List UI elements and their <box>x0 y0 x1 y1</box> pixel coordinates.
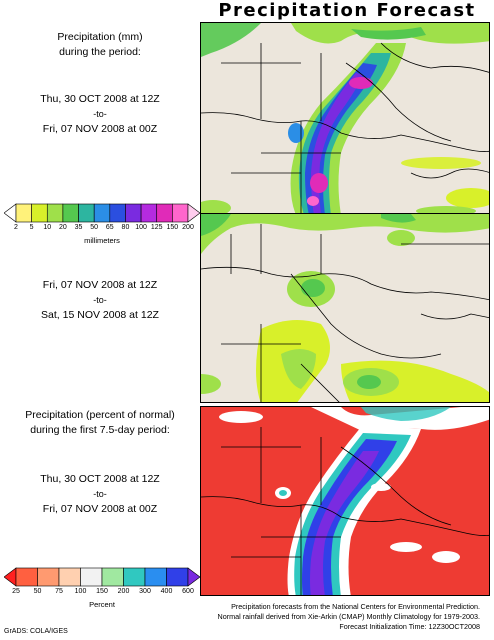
precip-colorbar-swatch <box>62 203 79 223</box>
precip-colorbar-ticks: 2 5 10 20 35 50 65 80 100 125 150 200 <box>4 224 200 236</box>
precip-map-week1 <box>200 22 490 214</box>
precip-colorbar-swatch <box>125 203 142 223</box>
precip-colorbar-tick-label: 10 <box>43 224 52 231</box>
precip-colorbar-swatch <box>93 203 111 223</box>
grads-credit: GrADS: COLA/IGES <box>4 628 68 635</box>
percent-colorbar-tick-label: 600 <box>182 588 194 595</box>
credit-line2: Normal rainfall derived from Xie-Arkin (… <box>217 612 480 621</box>
percent-colorbar-tick-label: 300 <box>139 588 151 595</box>
precip-colorbar: 2 5 10 20 35 50 65 80 100 125 150 200 millimeters <box>4 200 200 246</box>
precip-colorbar-swatch <box>46 203 64 223</box>
precip-colorbar-swatch <box>31 203 48 223</box>
percent-colorbar-ticks: 25 50 75 100 150 200 300 400 600 <box>4 588 200 600</box>
percent-colorbar-max-arrow <box>187 567 200 587</box>
precip-colorbar-tick-label: 5 <box>29 224 34 231</box>
precip-colorbar-tick-label: 125 <box>150 224 163 231</box>
precip-map-week2-svg <box>201 214 489 402</box>
precip-colorbar-tick-label: 100 <box>135 224 147 231</box>
panel3-period: Thu, 30 OCT 2008 at 12Z -to- Fri, 07 NOV… <box>0 472 200 517</box>
percent-colorbar-swatch <box>123 567 146 587</box>
precip-colorbar-tick-label: 20 <box>59 224 67 231</box>
panel3-heading: Precipitation (percent of normal) during… <box>0 408 200 438</box>
panel2-period: Fri, 07 NOV 2008 at 12Z -to- Sat, 15 NOV… <box>0 278 200 323</box>
panel1-start: Thu, 30 OCT 2008 at 12Z <box>40 93 160 105</box>
panel1-to: -to- <box>93 109 107 119</box>
percent-colorbar-swatch <box>37 567 60 587</box>
percent-colorbar-swatch <box>15 567 38 587</box>
percent-colorbar-tick-label: 400 <box>160 588 173 595</box>
panel2-start: Fri, 07 NOV 2008 at 12Z <box>42 279 158 291</box>
precip-colorbar-tick-label: 65 <box>105 224 114 231</box>
percent-colorbar-tick-label: 100 <box>74 588 87 595</box>
panel3-end: Fri, 07 NOV 2008 at 00Z <box>42 503 158 515</box>
panel1-end: Fri, 07 NOV 2008 at 00Z <box>42 123 158 135</box>
page-title: Precipitation Forecast <box>218 0 476 21</box>
precip-colorbar-swatch <box>172 203 189 223</box>
panel2-end: Sat, 15 NOV 2008 at 12Z <box>41 309 159 321</box>
precip-colorbar-tick-label: 200 <box>182 224 194 231</box>
percent-colorbar-swatch <box>166 567 189 587</box>
credits: Precipitation forecasts from the Nationa… <box>150 602 480 632</box>
percent-colorbar-swatch <box>144 567 167 587</box>
precip-colorbar-swatch <box>15 203 32 223</box>
credit-line1: Precipitation forecasts from the Nationa… <box>231 602 480 611</box>
percent-colorbar: 25 50 75 100 150 200 300 400 600 Percent <box>4 564 200 610</box>
percent-colorbar-svg <box>4 567 200 587</box>
precip-colorbar-tick-label: 50 <box>90 224 99 231</box>
panel1-heading-line2: during the period: <box>59 46 141 58</box>
percent-normal-map <box>200 406 490 596</box>
precip-colorbar-tick-label: 2 <box>14 224 18 231</box>
percent-colorbar-swatch <box>80 567 103 587</box>
precip-colorbar-svg <box>4 203 200 223</box>
precip-colorbar-tick-label: 35 <box>74 224 83 231</box>
precip-map-week1-svg <box>201 23 489 213</box>
precip-colorbar-max-arrow <box>187 203 200 223</box>
panel2-to: -to- <box>93 295 107 305</box>
panel3-heading-line2: during the first 7.5-day period: <box>30 424 170 436</box>
percent-colorbar-tick-label: 75 <box>55 588 63 595</box>
credit-line3: Forecast Initialization Time: 12Z30OCT20… <box>339 622 480 631</box>
precip-colorbar-units: millimeters <box>84 236 120 245</box>
percent-colorbar-swatch <box>101 567 124 587</box>
precip-colorbar-swatch <box>109 203 126 223</box>
panel3-heading-line1: Precipitation (percent of normal) <box>25 409 175 421</box>
panel3-start: Thu, 30 OCT 2008 at 12Z <box>40 473 160 485</box>
percent-colorbar-min-arrow <box>4 567 17 587</box>
percent-colorbar-tick-label: 50 <box>33 588 42 595</box>
precip-colorbar-min-arrow <box>4 203 17 223</box>
percent-colorbar-tick-label: 200 <box>117 588 130 595</box>
percent-colorbar-swatch <box>58 567 81 587</box>
panel1-heading: Precipitation (mm) during the period: <box>0 30 200 60</box>
percent-colorbar-tick-label: 150 <box>96 588 108 595</box>
precip-colorbar-swatch <box>140 203 158 223</box>
precip-colorbar-tick-label: 150 <box>166 224 179 231</box>
panel3-to: -to- <box>93 489 107 499</box>
percent-normal-map-svg <box>201 407 489 595</box>
panel1-period: Thu, 30 OCT 2008 at 12Z -to- Fri, 07 NOV… <box>0 92 200 137</box>
precip-colorbar-swatch <box>78 203 95 223</box>
precip-map-week2 <box>200 213 490 403</box>
panel1-heading-line1: Precipitation (mm) <box>57 31 143 43</box>
precip-colorbar-tick-label: 80 <box>121 224 130 231</box>
precip-colorbar-swatch <box>156 203 173 223</box>
percent-colorbar-units: Percent <box>89 600 115 609</box>
percent-colorbar-tick-label: 25 <box>12 588 20 595</box>
